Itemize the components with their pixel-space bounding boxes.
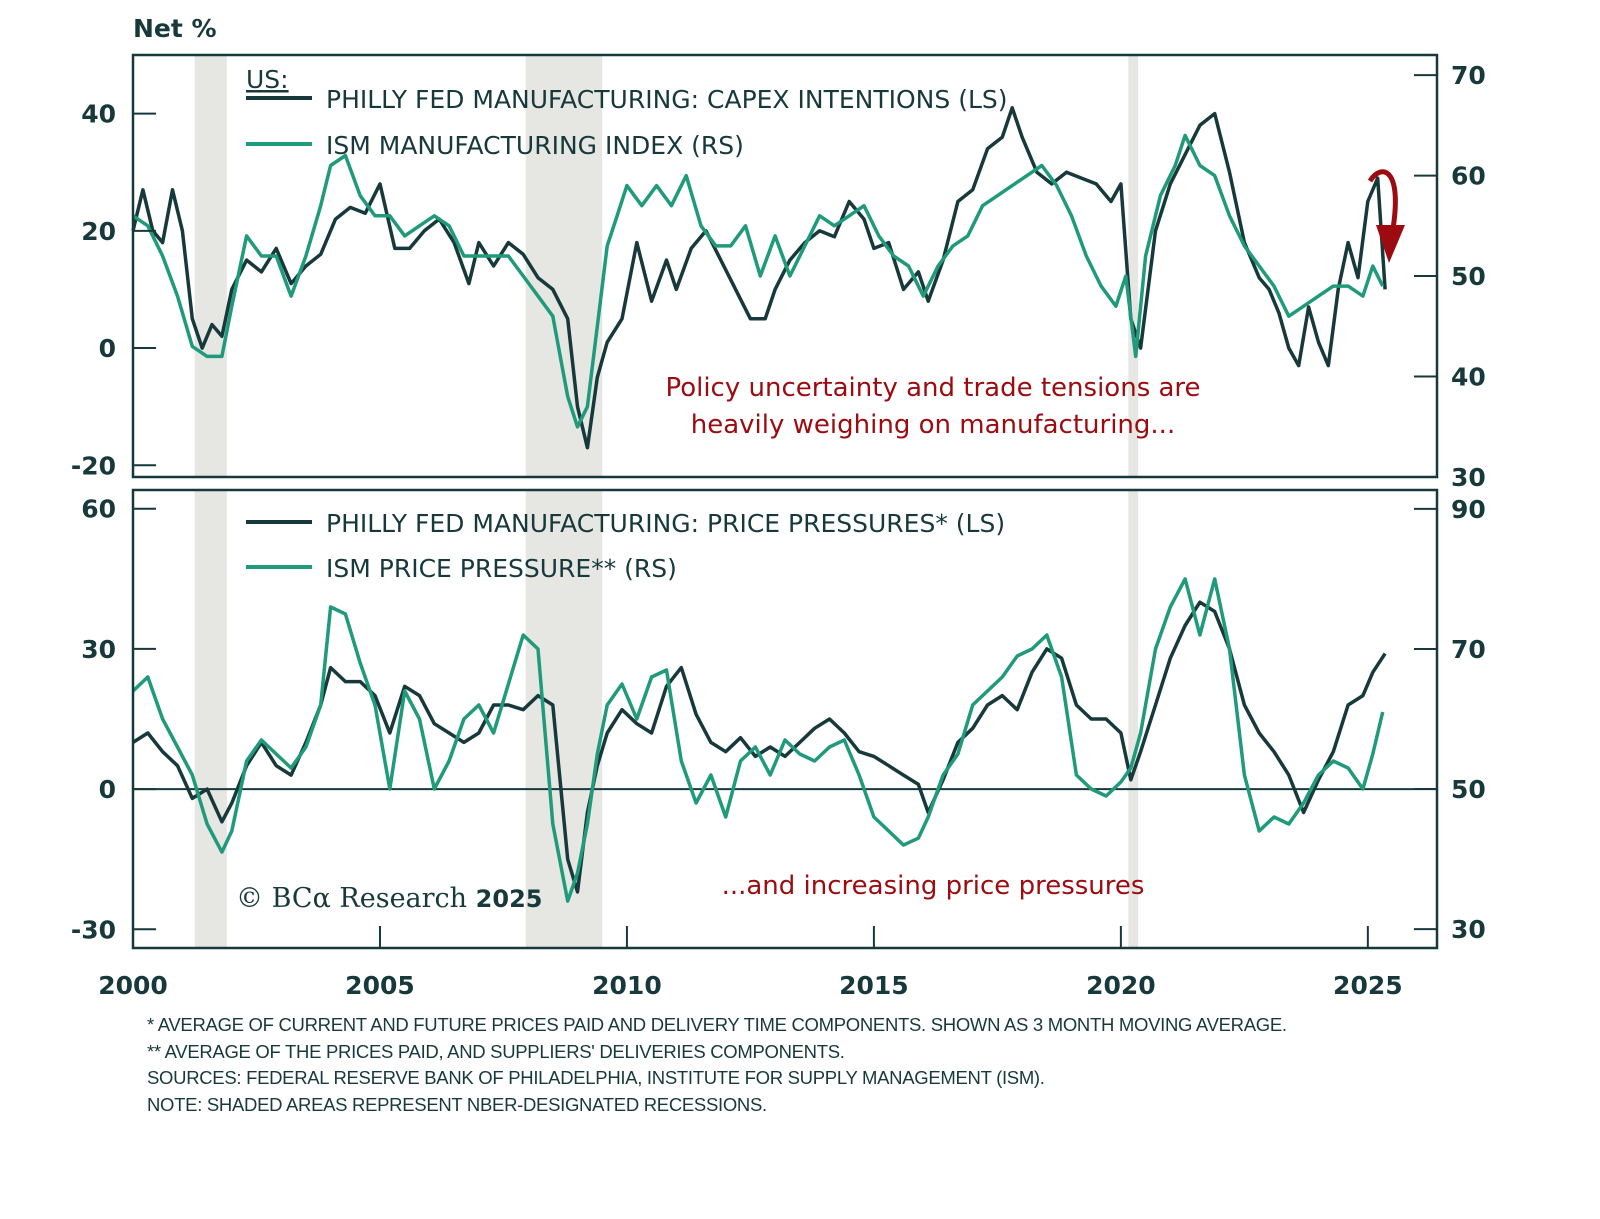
x-tick-label: 2020 [1086, 971, 1156, 1000]
legend-label-ism: ISM MANUFACTURING INDEX (RS) [326, 131, 744, 160]
copyright: © BCα Research 2025 [236, 883, 542, 914]
x-tick-label: 2015 [839, 971, 909, 1000]
x-tick-label: 2010 [592, 971, 662, 1000]
top-frame [131, 53, 1439, 479]
top-right-tick-label: 70 [1451, 61, 1486, 90]
bottom-left-tick-label: 60 [81, 495, 116, 524]
top-right-tick-label: 40 [1451, 363, 1486, 392]
footnote-2: ** AVERAGE OF THE PRICES PAID, AND SUPPL… [147, 1040, 845, 1062]
legend-title: US: [246, 65, 289, 94]
unit-label: Net % [133, 14, 217, 43]
bottom-series-ism-line [131, 577, 1385, 903]
bottom-right-tick-label: 50 [1451, 775, 1486, 804]
bottom-recession-band [525, 490, 603, 948]
legend-label-philly-price: PHILLY FED MANUFACTURING: PRICE PRESSURE… [326, 509, 1005, 538]
top-panel: -20 0 20 40 30 40 50 60 70 [71, 53, 1486, 492]
copyright-brand: © BCα Research 2025 [236, 883, 542, 914]
footnote-4: NOTE: SHADED AREAS REPRESENT NBER-DESIGN… [147, 1093, 767, 1115]
annotation-bottom: ...and increasing price pressures [722, 871, 1145, 901]
top-left-tick-label: -20 [71, 451, 116, 480]
x-tick-label: 2005 [345, 971, 415, 1000]
bottom-left-tick-label: 30 [81, 635, 116, 664]
bottom-recession-band [194, 490, 227, 948]
x-tick-label: 2025 [1333, 971, 1403, 1000]
legend-label-capex: PHILLY FED MANUFACTURING: CAPEX INTENTIO… [326, 85, 1008, 114]
chart-svg: Net % -20 0 20 40 30 40 50 60 70 -30 0 30 60 30 50 70 9… [71, 14, 1486, 1000]
down-arrow-icon [1367, 169, 1405, 263]
bottom-panel: -30 0 30 60 30 50 70 90 [71, 488, 1486, 950]
bottom-series-philly-line [132, 600, 1387, 894]
top-right-tick-label: 30 [1451, 463, 1486, 492]
top-right-tick-label: 50 [1451, 262, 1486, 291]
bottom-right-tick-label: 70 [1451, 635, 1486, 664]
annotation-top-line2: heavily weighing on manufacturing... [691, 410, 1175, 440]
top-recession-band [525, 55, 603, 477]
top-series-philly-line [131, 106, 1387, 450]
top-recession-band [194, 55, 227, 477]
top-recession-band [1128, 55, 1139, 477]
top-series-ism-line [132, 133, 1385, 429]
bottom-recession-band [1128, 490, 1139, 948]
footnotes: * AVERAGE OF CURRENT AND FUTURE PRICES P… [147, 1012, 1447, 1118]
legend-label-ism-price: ISM PRICE PRESSURE** (RS) [326, 554, 677, 583]
bottom-right-tick-label: 30 [1451, 915, 1486, 944]
bottom-legend: PHILLY FED MANUFACTURING: PRICE PRESSURE… [246, 509, 1005, 583]
top-left-tick-label: 20 [81, 217, 116, 246]
bottom-frame [131, 488, 1439, 950]
bottom-right-tick-label: 90 [1451, 495, 1486, 524]
x-axis-labels: 2000 2005 2010 2015 2020 2025 [98, 971, 1402, 1000]
top-right-tick-label: 60 [1451, 162, 1486, 191]
x-tick-label: 2000 [98, 971, 168, 1000]
top-left-tick-label: 40 [81, 100, 116, 129]
annotation-top-line1: Policy uncertainty and trade tensions ar… [665, 373, 1200, 403]
bottom-left-tick-label: 0 [99, 775, 116, 804]
footnote-3: SOURCES: FEDERAL RESERVE BANK OF PHILADE… [147, 1067, 1045, 1088]
bottom-left-tick-label: -30 [71, 915, 116, 944]
top-left-tick-label: 0 [99, 334, 116, 363]
top-legend: US: PHILLY FED MANUFACTURING: CAPEX INTE… [246, 65, 1008, 160]
footnote-1: * AVERAGE OF CURRENT AND FUTURE PRICES P… [147, 1014, 1287, 1035]
